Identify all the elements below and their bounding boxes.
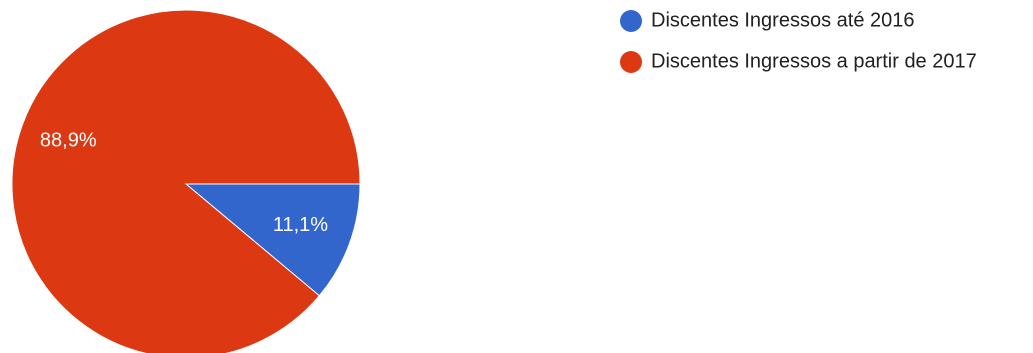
legend-label-2: Discentes Ingressos a partir de 2017 [651, 50, 977, 72]
pie-slice-2[interactable] [11, 9, 361, 353]
legend: Discentes Ingressos até 2016 Discentes In… [620, 9, 977, 73]
pie-slice-labels: 11,1% 88,9% [40, 129, 328, 235]
legend-label-1: Discentes Ingressos até 2016 [651, 9, 915, 31]
legend-marker-1 [620, 10, 642, 32]
pie-slice-label-2: 88,9% [40, 129, 97, 151]
pie-slice-1[interactable] [184, 183, 361, 297]
pie-slices [11, 9, 361, 353]
pie-slice-label-1: 11,1% [273, 214, 328, 236]
legend-marker-2 [620, 51, 642, 73]
